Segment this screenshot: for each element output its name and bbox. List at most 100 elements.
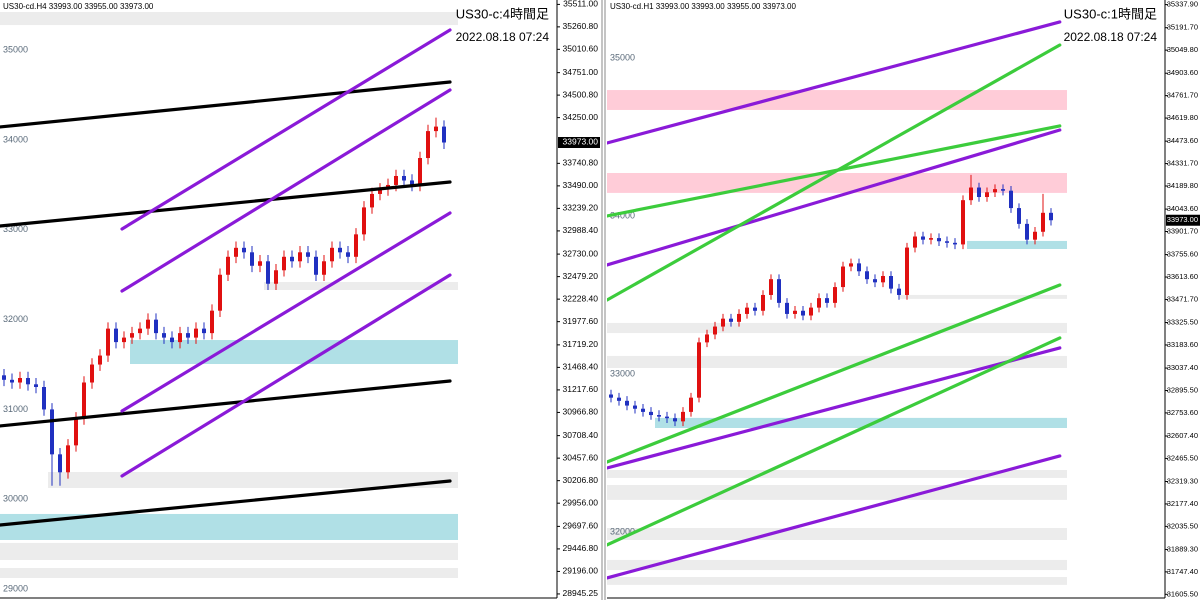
plot-area: 35000 34000 33000 32000 31000 30000 29000 [0, 12, 458, 593]
y-tick-label: 34189.80 [1167, 181, 1198, 190]
y-tick-label: 34500.80 [563, 89, 599, 99]
candle-body [681, 411, 685, 422]
candle-body [985, 192, 989, 198]
zone [655, 417, 1067, 429]
zone [607, 355, 1067, 368]
zone [607, 576, 1067, 585]
y-tick-label: 33490.00 [563, 180, 599, 190]
candle-body [665, 416, 669, 419]
y-tick-label: 29446.80 [563, 543, 599, 553]
y-tick-label: 34903.60 [1167, 68, 1198, 77]
level-label: 32000 [3, 314, 28, 324]
y-tick-label: 35191.70 [1167, 23, 1198, 32]
y-tick-label: 32319.30 [1167, 476, 1198, 485]
level-label: 33000 [3, 224, 28, 234]
trend-line [607, 128, 1062, 267]
candle-body [689, 397, 693, 412]
plot-area: 35000 34000 33000 32000 [607, 20, 1067, 585]
zone [0, 568, 458, 578]
candle-body [889, 276, 893, 289]
candle-body [1049, 212, 1053, 221]
candle-body [250, 252, 254, 266]
candle-body [961, 200, 965, 245]
chart-title: US30-c:1時間足 [1064, 6, 1157, 21]
candle-body [66, 445, 70, 473]
candle-body [370, 193, 374, 208]
trend-line [0, 479, 452, 527]
candle-body [34, 384, 38, 387]
candle-body [897, 288, 901, 295]
candle-body [713, 326, 717, 335]
zone [130, 340, 458, 365]
candle-body [833, 287, 837, 303]
y-tick-label: 32753.60 [1167, 408, 1198, 417]
candle-body [857, 263, 861, 272]
y-tick-label: 31605.50 [1167, 589, 1198, 598]
y-tick-label: 33183.60 [1167, 340, 1198, 349]
y-tick-label: 35337.90 [1167, 0, 1198, 9]
candle-body [937, 238, 941, 242]
trend-line [120, 211, 452, 413]
y-tick-label: 35511.00 [563, 0, 598, 9]
candle-body [122, 337, 126, 343]
candle-body [801, 310, 805, 316]
candle-body [162, 333, 166, 338]
candle-body [929, 238, 933, 240]
trend-line [0, 80, 452, 129]
candle-body [953, 242, 957, 245]
candle-body [809, 307, 813, 316]
zone [264, 282, 458, 291]
candle-body [769, 279, 773, 295]
candle-body [1025, 223, 1029, 240]
candle-body [825, 298, 829, 303]
candle-body [242, 247, 246, 253]
candle-body [178, 333, 182, 343]
level-label: 34000 [3, 134, 28, 144]
candle-body [873, 279, 877, 283]
zone [607, 173, 1067, 193]
candle-body [402, 175, 406, 181]
y-tick-label: 35260.80 [563, 21, 599, 31]
timestamp: 2022.08.18 07:24 [456, 30, 550, 44]
y-tick-label: 34619.80 [1167, 113, 1198, 122]
y-tick-label: 32730.00 [563, 248, 599, 258]
candle-body [98, 355, 102, 365]
candle-body [617, 397, 621, 401]
y-tick-label: 32035.50 [1167, 521, 1198, 530]
candle-body [10, 379, 14, 383]
level-label: 31000 [3, 404, 28, 414]
candle-body [290, 256, 294, 262]
last-price-box [558, 136, 600, 148]
candle-body [1001, 189, 1005, 191]
candle-body [346, 252, 350, 257]
candle-body [969, 187, 973, 201]
candle-body [42, 386, 46, 410]
y-tick-label: 32479.20 [563, 271, 599, 281]
candle-body [737, 313, 741, 322]
candle-body [1041, 212, 1045, 232]
y-tick-label: 28945.25 [563, 588, 599, 598]
zone [607, 528, 1067, 541]
y-tick-label: 33239.20 [563, 203, 599, 213]
candle-body [314, 256, 318, 275]
last-price-label: 33973.00 [563, 137, 599, 147]
zone [607, 322, 1067, 334]
y-tick-label: 30206.80 [563, 475, 599, 485]
chart-title: US30-c:4時間足 [456, 6, 549, 21]
candle-body [226, 256, 230, 275]
y-tick-label: 33037.40 [1167, 363, 1198, 372]
candle-body [881, 276, 885, 283]
zone [967, 240, 1067, 249]
candle-body [761, 294, 765, 311]
trend-line [607, 336, 1062, 547]
trend-line [607, 454, 1062, 580]
candle-body [793, 310, 797, 314]
y-tick-label: 29697.60 [563, 521, 599, 531]
trend-line [120, 88, 452, 293]
y-tick-label: 32465.50 [1167, 453, 1198, 462]
candle-body [913, 236, 917, 248]
y-tick-label: 35049.80 [1167, 45, 1198, 54]
level-label: 33000 [610, 368, 635, 378]
candle-body [945, 241, 949, 243]
y-tick-label: 32988.40 [563, 225, 599, 235]
